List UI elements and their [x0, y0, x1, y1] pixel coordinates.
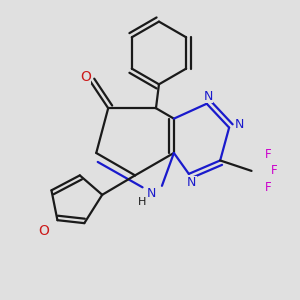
Text: N: N [147, 187, 156, 200]
Text: H: H [138, 197, 147, 207]
Text: F: F [265, 181, 271, 194]
Text: O: O [80, 70, 91, 84]
Text: N: N [203, 90, 213, 103]
Text: F: F [265, 148, 271, 161]
Text: F: F [271, 164, 277, 177]
Text: O: O [39, 224, 50, 238]
Text: N: N [235, 118, 244, 131]
Text: N: N [187, 176, 196, 189]
